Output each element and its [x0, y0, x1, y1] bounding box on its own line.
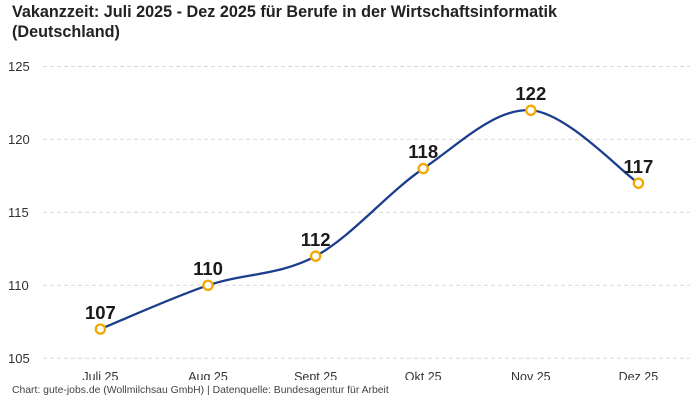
svg-text:Dez 25: Dez 25: [619, 370, 659, 380]
svg-text:Sept 25: Sept 25: [294, 370, 337, 380]
svg-text:125: 125: [8, 60, 30, 74]
svg-text:105: 105: [8, 351, 30, 366]
svg-text:122: 122: [515, 83, 546, 104]
svg-text:Aug 25: Aug 25: [188, 370, 228, 380]
svg-text:112: 112: [301, 229, 331, 250]
svg-text:110: 110: [8, 278, 29, 293]
svg-text:115: 115: [8, 205, 29, 220]
svg-text:118: 118: [408, 141, 438, 162]
svg-text:Okt 25: Okt 25: [405, 370, 442, 380]
svg-text:107: 107: [85, 302, 116, 323]
svg-text:Nov 25: Nov 25: [511, 370, 551, 380]
svg-text:117: 117: [623, 156, 653, 177]
svg-text:120: 120: [8, 132, 30, 147]
svg-text:Juli 25: Juli 25: [82, 370, 118, 380]
svg-text:110: 110: [193, 258, 223, 279]
